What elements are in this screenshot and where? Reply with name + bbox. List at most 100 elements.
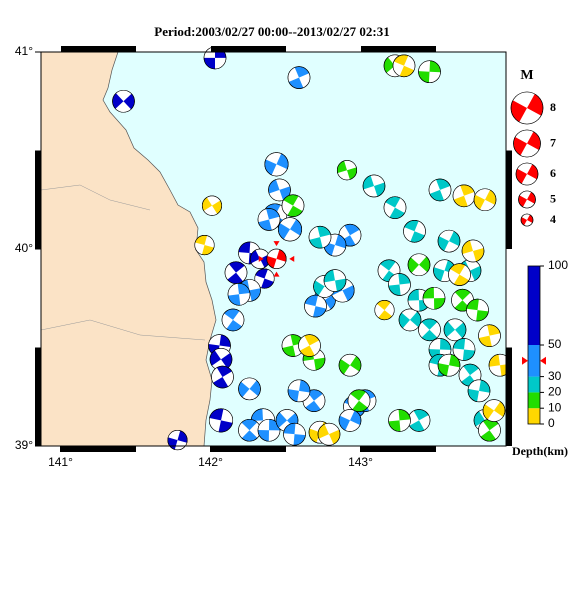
beachball-outline [466,298,489,322]
event [478,418,501,442]
beachball-outline [362,174,386,198]
lat-tick-label: 40° [15,241,33,255]
beachball-outline [482,399,506,422]
beachball-dilatation [308,226,320,240]
beachball-dilatation [464,192,475,207]
beachball-dilatation [209,417,221,432]
beachball-outline [443,318,467,342]
beachball-dilatation [208,334,222,346]
beachball-outline [338,409,362,432]
beachball-outline [418,318,441,342]
legend-beachball [513,129,541,158]
event [407,253,431,277]
beachball-dilatation [388,409,400,422]
lon-tick-label: 141° [48,455,73,469]
event [392,54,416,78]
legend-beachball [515,162,539,186]
beachball-outline [323,269,347,292]
event [323,269,347,292]
beachball-outline [336,160,358,181]
event [211,365,234,389]
event [428,178,452,202]
event [374,300,395,321]
beachball-dilatation [294,423,306,436]
beachball-dilatation [227,283,239,296]
beachball-dilatation [283,229,300,242]
beachball-dilatation [395,198,406,213]
beachball-dilatation [318,434,334,446]
colorbar-tick-label: 0 [548,416,555,430]
beachball-dilatation [249,422,261,438]
event [194,235,215,256]
beachball-dilatation [384,202,395,218]
beachball-dilatation [374,303,385,318]
legend-beachball [520,213,534,227]
beachball-dilatation [279,409,296,421]
event [221,308,245,332]
beachball-dilatation [282,200,293,216]
event [308,225,332,249]
beachball-dilatation [411,264,428,276]
depth-label: Depth(km) [512,444,568,458]
frame-bar [211,446,286,452]
beachball-outline [407,253,431,277]
beachball-dilatation [392,61,404,76]
beachball-dilatation [429,179,440,194]
beachball-outline [268,178,291,202]
beachball-dilatation [115,101,132,113]
beachball-dilatation [299,73,310,88]
beachball-dilatation [282,334,293,349]
beachball-dilatation [324,280,337,292]
beachball-outline [383,196,407,219]
beachball-dilatation [447,318,464,330]
beachball-dilatation [408,300,420,312]
beachball-dilatation [238,422,250,439]
main-event [266,248,287,269]
beachball-dilatation [464,338,475,351]
beachball-dilatation [410,253,427,265]
event [304,294,327,318]
beachball-dilatation [258,419,270,431]
beachball-dilatation [446,365,460,377]
event [452,184,476,208]
beachball-outline [194,235,215,256]
beachball-dilatation [446,329,463,341]
beachball-dilatation [429,321,441,338]
beachball-outline [422,286,446,310]
beachball-outline [388,409,411,432]
event [452,338,476,361]
beachball-outline [388,273,411,296]
beachball-dilatation [288,379,301,391]
beachball-dilatation [324,423,340,435]
event [338,409,362,432]
colorbar-tick-label: 20 [548,385,562,399]
beachball-dilatation [478,324,490,338]
beachball-outline [238,377,261,401]
title: Period:2003/02/27 00:00--2013/02/27 02:3… [154,24,389,39]
prefecture-border [40,184,206,341]
beachball-dilatation [489,365,502,377]
beachball-dilatation [520,143,539,157]
beachball-dilatation [318,286,334,298]
event [323,233,347,257]
beachball-dilatation [402,319,419,331]
event [283,422,306,446]
frame-bar [35,347,41,446]
beachball-dilatation [333,269,346,281]
event [257,418,281,442]
beachball-outline [308,225,332,249]
beachball-dilatation [233,311,245,327]
event [467,379,491,403]
beachball-dilatation [428,71,441,83]
beachball-dilatation [429,338,441,350]
lon-tick-label: 143° [348,455,373,469]
beachball-dilatation [211,367,223,383]
beachball-outline [221,308,245,332]
beachball-dilatation [438,354,452,366]
beachball-outline [461,239,485,263]
beachball-dilatation [459,366,470,382]
beachball-outline [264,152,289,177]
beachball-dilatation [262,408,275,421]
event [336,160,358,181]
beachball-dilatation [224,264,236,280]
